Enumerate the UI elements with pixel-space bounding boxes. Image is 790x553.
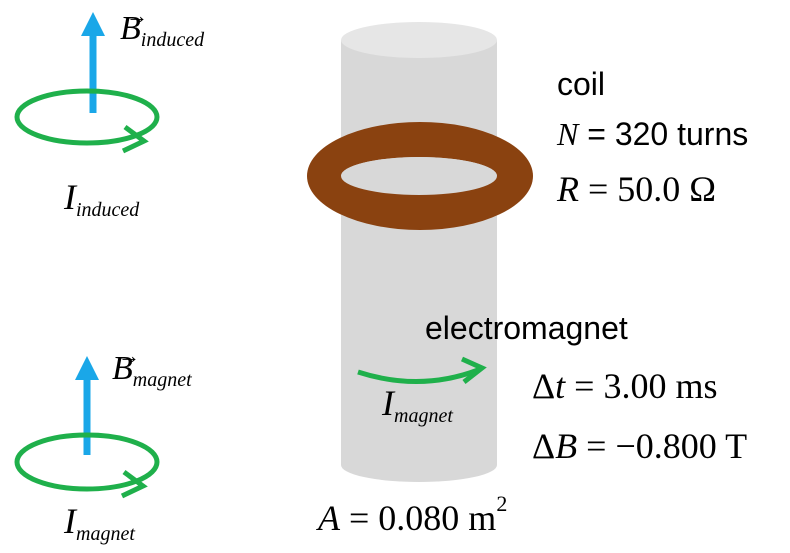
b-magnet-label: B magnet [112, 350, 192, 391]
b-symbol: B [120, 10, 141, 47]
delta-b: ΔB = −0.800 T [532, 425, 747, 467]
induced-current-loop [14, 88, 160, 154]
i-magnet-label-center: Imagnet [382, 382, 453, 427]
b-induced-subscript: induced [140, 29, 205, 51]
cylinder-body [341, 40, 497, 465]
vector-arrow-icon: → [126, 3, 148, 28]
i-magnet-label-left: Imagnet [64, 500, 135, 545]
b-symbol: B [555, 426, 578, 466]
cylinder-bottom [341, 448, 497, 482]
delta-t-value: = 3.00 ms [565, 366, 718, 406]
coil-turns: N = 320 turns [557, 116, 748, 153]
area-exponent: 2 [496, 491, 508, 516]
b-induced-label: B induced [120, 10, 205, 51]
delta-symbol: Δ [532, 366, 556, 406]
i-induced-label: Iinduced [64, 176, 140, 221]
coil-title: coil [557, 66, 606, 102]
area-value: = 0.080 m [340, 498, 497, 538]
b-magnet-subscript: magnet [132, 369, 192, 391]
delta-t: Δt = 3.00 ms [532, 365, 718, 407]
i-magnet-subscript: magnet [394, 405, 453, 427]
a-symbol: A [318, 498, 340, 538]
delta-symbol: Δ [532, 426, 556, 466]
vector-arrow-icon: → [118, 343, 140, 368]
electromagnet-title: electromagnet [425, 310, 628, 346]
i-induced-subscript: induced [76, 199, 140, 221]
induced-field-arrow [81, 12, 105, 113]
i-symbol: I [64, 177, 76, 217]
coil-turns-value: = 320 turns [578, 116, 749, 152]
t-symbol: t [555, 366, 566, 406]
coil-resistance-value: = 50.0 Ω [579, 169, 717, 209]
cylinder-top [341, 22, 497, 58]
b-symbol: B [112, 350, 133, 387]
magnet-current-arrow [357, 356, 487, 384]
r-symbol: R [557, 169, 579, 209]
delta-b-value: = −0.800 T [577, 426, 748, 466]
i-magnet-subscript: magnet [76, 523, 135, 545]
coil-ring [307, 122, 533, 230]
coil-resistance: R = 50.0 Ω [557, 168, 716, 210]
i-symbol: I [64, 501, 76, 541]
area: A = 0.080 m2 [318, 491, 507, 539]
magnet-field-arrow [75, 356, 99, 455]
i-symbol: I [382, 383, 394, 423]
electromagnet-cylinder [341, 22, 497, 482]
n-symbol: N [557, 116, 579, 152]
magnet-current-loop [14, 432, 160, 499]
